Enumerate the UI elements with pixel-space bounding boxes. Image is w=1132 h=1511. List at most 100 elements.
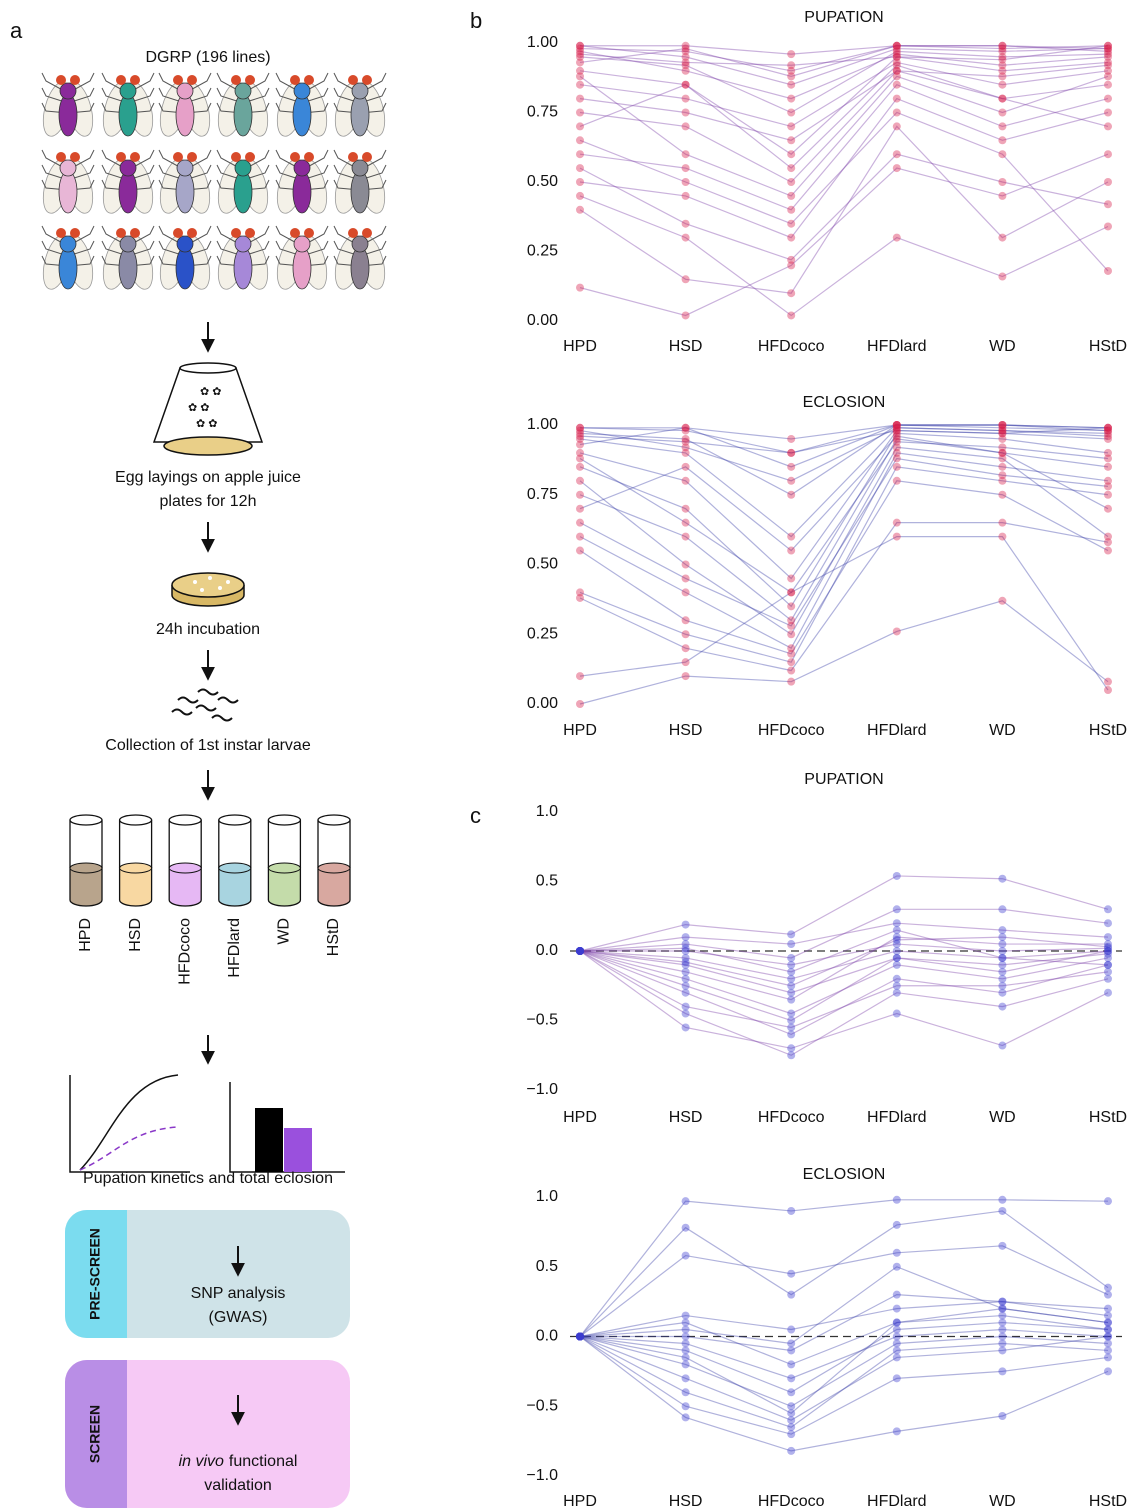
x-tick-label: HStD [1089, 722, 1127, 739]
data-point [892, 72, 901, 81]
data-point [1104, 1290, 1112, 1299]
data-point [576, 41, 584, 50]
data-point [998, 434, 1007, 443]
data-point [998, 94, 1007, 103]
data-point [1104, 47, 1112, 56]
data-point [787, 1023, 796, 1032]
series-line [580, 45, 1109, 55]
data-point [998, 47, 1007, 56]
data-point [998, 429, 1007, 438]
data-point [998, 52, 1007, 61]
data-point [1104, 429, 1112, 438]
data-point [892, 434, 901, 443]
data-point [1104, 1325, 1112, 1334]
x-tick-label: HFDlard [867, 722, 927, 739]
data-point [787, 981, 796, 990]
x-tick-label: HStD [1089, 1109, 1127, 1126]
data-point [1104, 72, 1112, 81]
data-point [998, 874, 1007, 883]
series-line [579, 195, 1109, 317]
data-point [998, 490, 1007, 499]
data-point [892, 518, 901, 527]
data-point [681, 437, 690, 446]
data-point [998, 1325, 1007, 1334]
data-point [1104, 538, 1112, 547]
data-point [1104, 41, 1112, 50]
data-point [576, 44, 584, 53]
data-point [681, 1353, 690, 1362]
data-point [681, 1197, 690, 1206]
data-point [787, 490, 796, 499]
data-point [998, 429, 1007, 438]
data-point [1104, 1325, 1112, 1334]
data-point [681, 1311, 690, 1320]
data-point [998, 1346, 1007, 1355]
data-point [576, 700, 584, 708]
x-tick-label: HSD [669, 1493, 703, 1510]
data-point [998, 41, 1007, 50]
data-point [1104, 1332, 1112, 1341]
data-point [998, 532, 1007, 541]
data-point [681, 1325, 690, 1334]
panel-label: b [470, 8, 482, 33]
data-point [892, 974, 901, 983]
data-point [787, 940, 796, 949]
data-point [1104, 940, 1112, 949]
data-point [576, 1332, 584, 1341]
series-line [579, 1335, 1109, 1435]
data-point [892, 58, 901, 67]
fly [275, 149, 329, 214]
data-point [576, 1332, 584, 1341]
data-point [1104, 462, 1112, 471]
data-point [1104, 1346, 1112, 1355]
data-point [681, 233, 690, 242]
data-point [787, 532, 796, 541]
egg-vial: ✿ ✿ ✿ ✿ ✿ ✿ [152, 362, 264, 456]
y-tick-label: 0.5 [536, 873, 558, 890]
data-point [998, 66, 1007, 75]
data-point [681, 588, 690, 597]
data-point [681, 275, 690, 284]
data-point [1104, 41, 1112, 50]
x-tick-label: HSD [669, 722, 703, 739]
chart: ECLOSION −1.0 −0.5 0.0 0.5 1.0 HPD HSD HFDcoco HF… [526, 1166, 1127, 1510]
data-point [998, 1297, 1007, 1306]
series-line [579, 429, 1109, 580]
data-point [787, 136, 796, 145]
step-label: SNP analysis [191, 1285, 286, 1302]
data-point [787, 588, 796, 597]
data-point [892, 1248, 901, 1257]
step-label: (GWAS) [209, 1309, 268, 1326]
series-line [579, 1210, 1109, 1337]
data-point [1104, 426, 1112, 435]
data-point [998, 518, 1007, 527]
series-line [579, 950, 1109, 1036]
data-point [1104, 266, 1112, 275]
data-point [1104, 1283, 1112, 1292]
chart-title: PUPATION [804, 771, 883, 788]
data-point [681, 1332, 690, 1341]
series-line [579, 64, 1109, 169]
data-point [1104, 1197, 1112, 1206]
data-point [681, 426, 690, 435]
data-point [1104, 947, 1112, 955]
data-point [892, 423, 901, 432]
data-point [787, 255, 796, 264]
data-point [681, 960, 690, 969]
data-point [681, 947, 690, 955]
data-point [576, 947, 584, 955]
y-tick-label: 1.0 [536, 1188, 558, 1205]
data-point [681, 52, 690, 61]
fly [101, 225, 155, 290]
data-point [787, 1388, 796, 1397]
y-tick-label: −1.0 [526, 1081, 558, 1098]
data-point [681, 443, 690, 452]
data-point [998, 1304, 1007, 1313]
data-point [892, 1332, 901, 1341]
data-point [576, 423, 584, 432]
series-line [579, 45, 1109, 77]
data-point [576, 1332, 584, 1341]
data-point [787, 150, 796, 159]
data-point [1104, 122, 1112, 131]
series-line [579, 936, 1109, 987]
